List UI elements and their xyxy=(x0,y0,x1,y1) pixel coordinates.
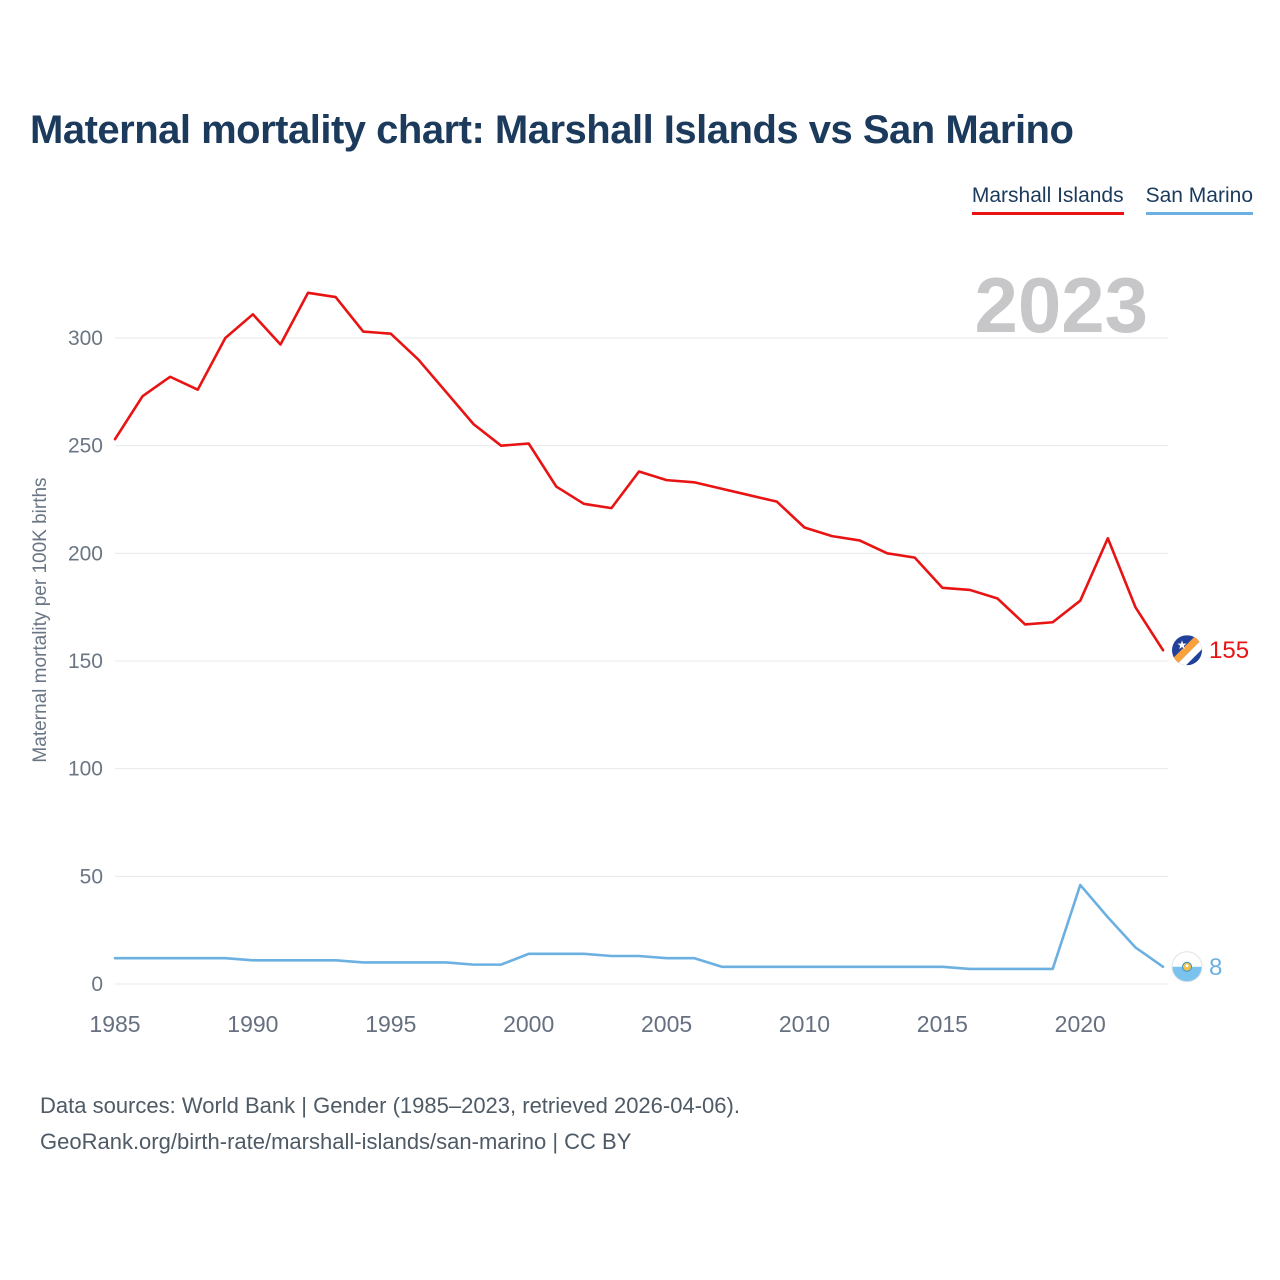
y-tick-label: 50 xyxy=(80,865,103,888)
footer-attribution: GeoRank.org/birth-rate/marshall-islands/… xyxy=(40,1129,632,1154)
footer-data-sources: Data sources: World Bank | Gender (1985–… xyxy=(40,1093,740,1118)
page-title: Maternal mortality chart: Marshall Islan… xyxy=(30,108,1074,152)
svg-text:★: ★ xyxy=(1177,638,1188,652)
x-tick-label: 1995 xyxy=(365,1011,416,1037)
x-tick-label: 2000 xyxy=(503,1011,554,1037)
legend: Marshall Islands San Marino xyxy=(971,184,1253,215)
x-tick-label: 1990 xyxy=(227,1011,278,1037)
legend-item-san-marino[interactable]: San Marino xyxy=(1145,184,1253,215)
end-value-label-marshall-islands: 155 xyxy=(1209,637,1249,664)
san-marino-flag-border xyxy=(1171,951,1203,983)
x-tick-label: 2010 xyxy=(779,1011,830,1037)
x-tick-label: 1985 xyxy=(89,1011,140,1037)
legend-item-marshall-islands[interactable]: Marshall Islands xyxy=(971,184,1124,215)
year-watermark: 2023 xyxy=(974,261,1148,349)
san-marino-flag-icon xyxy=(1172,951,1202,982)
y-tick-label: 300 xyxy=(68,327,103,350)
x-tick-label: 2015 xyxy=(917,1011,968,1037)
series-line-san-marino xyxy=(113,883,1165,971)
x-tick-label: 2005 xyxy=(641,1011,692,1037)
y-tick-label: 150 xyxy=(68,650,103,673)
y-tick-label: 0 xyxy=(91,973,103,996)
footer: Data sources: World Bank | Gender (1985–… xyxy=(40,1088,740,1160)
y-tick-label: 100 xyxy=(68,758,103,781)
series-line-marshall-islands xyxy=(113,291,1165,652)
y-tick-label: 200 xyxy=(68,542,103,565)
end-value-label-san-marino: 8 xyxy=(1209,954,1222,981)
marshall-islands-flag-icon: ★ xyxy=(1172,635,1202,666)
y-tick-label: 250 xyxy=(68,435,103,458)
x-tick-label: 2020 xyxy=(1055,1011,1106,1037)
y-axis-label: Maternal mortality per 100K births xyxy=(30,477,51,762)
